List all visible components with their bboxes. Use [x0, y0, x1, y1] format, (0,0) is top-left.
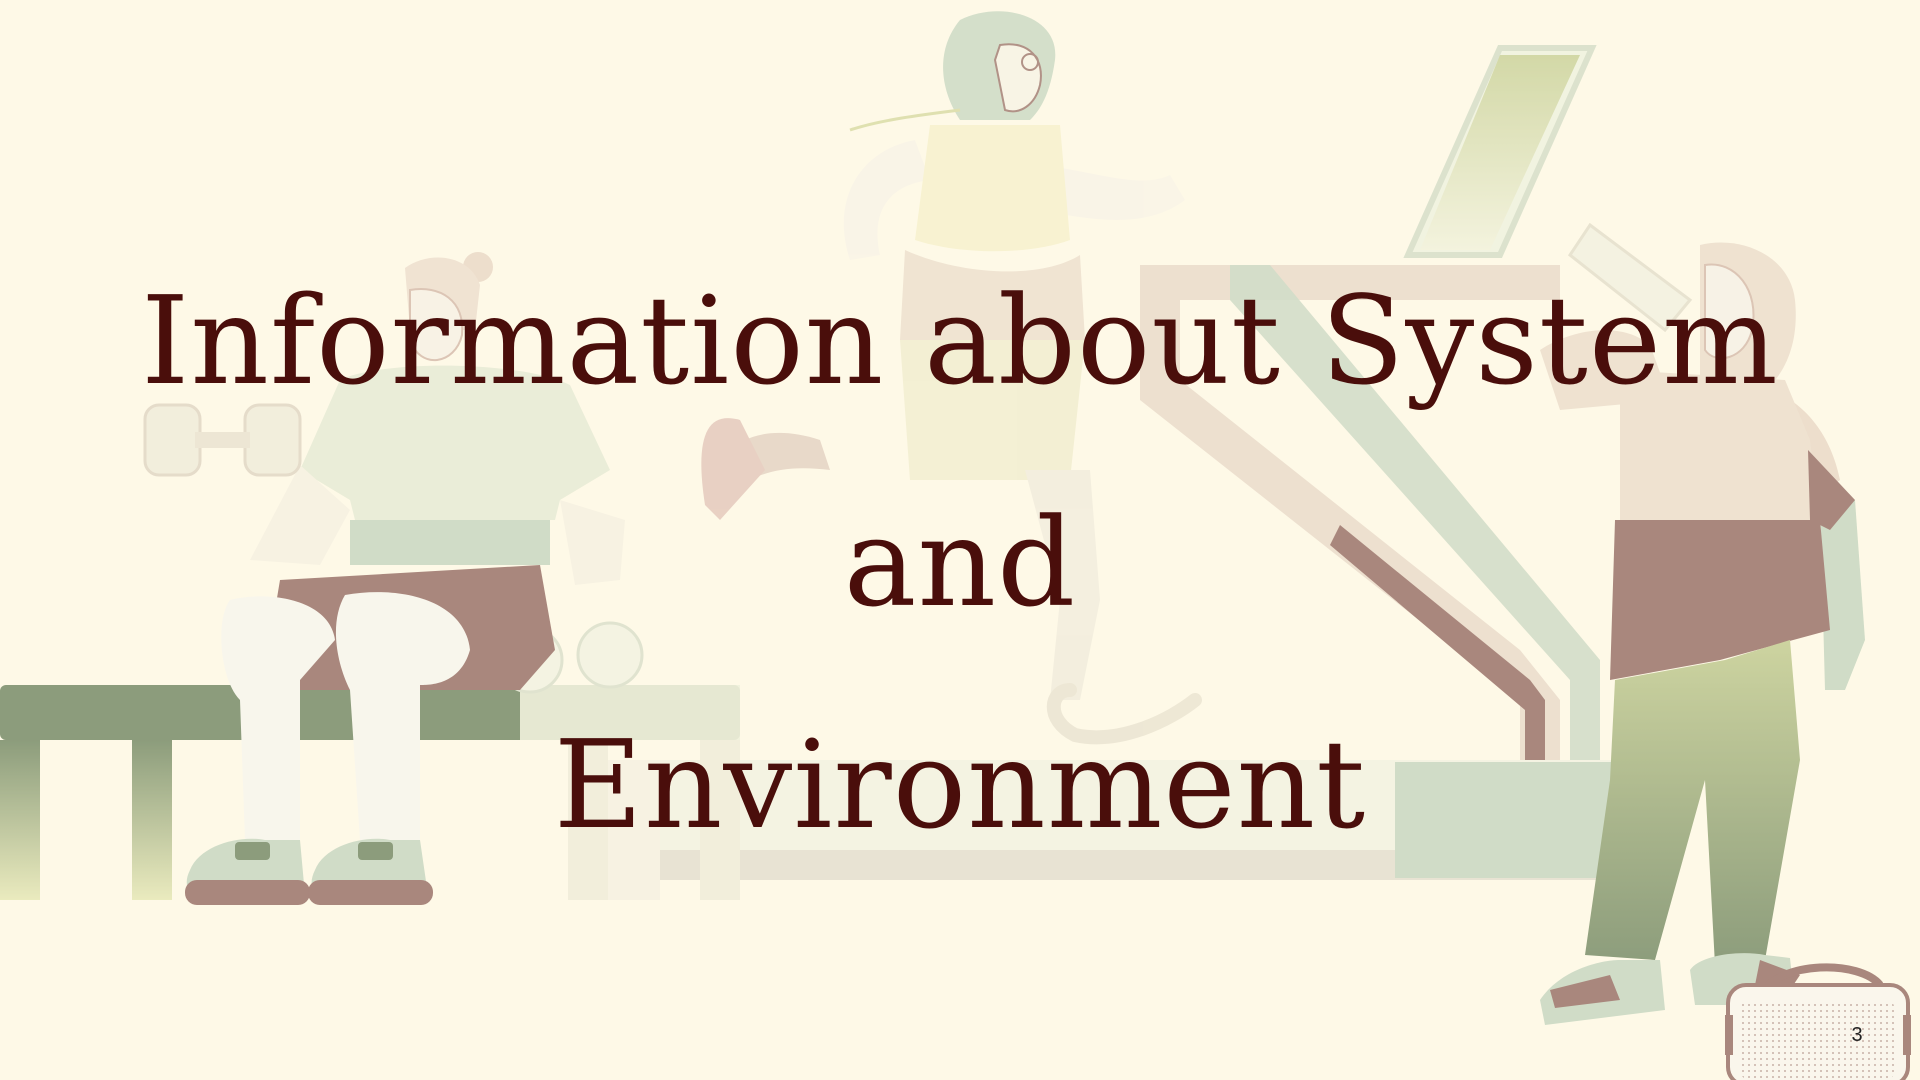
title-line-1: Information about System [141, 270, 1779, 412]
boombox-icon [1725, 963, 1911, 1080]
runner-with-prosthetic-leg [701, 11, 1202, 745]
water-bottle-icon [1567, 222, 1693, 333]
person-drinking-from-bottle [1540, 222, 1865, 1025]
page-number: 3 [1851, 1024, 1863, 1046]
treadmill [600, 45, 1640, 900]
slide-title: Information about System and Environment [0, 230, 1920, 896]
seated-person-with-dumbbells [143, 252, 644, 905]
title-line-2: and [843, 492, 1077, 634]
dumbbell-icon [143, 403, 302, 477]
shoe-icon [1540, 960, 1665, 1025]
shoe-icon [308, 838, 433, 905]
title-line-3: Environment [553, 714, 1367, 856]
shoe-icon [185, 838, 310, 905]
